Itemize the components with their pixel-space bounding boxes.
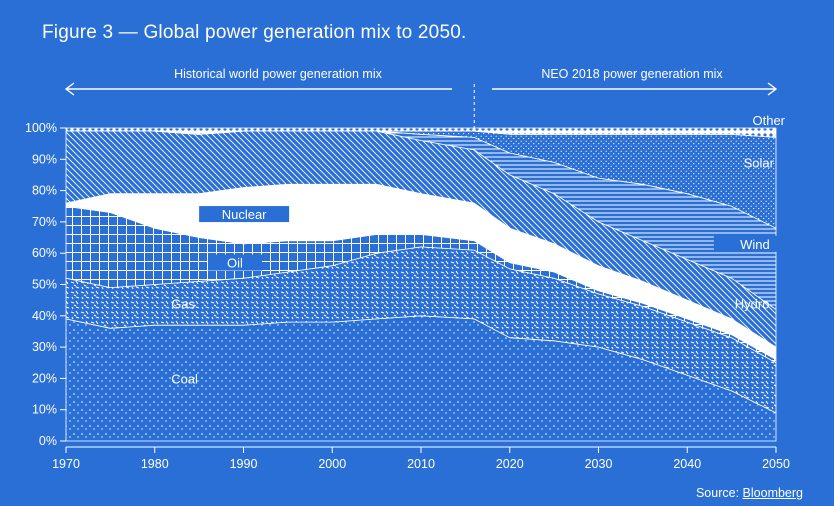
label-coal: Coal: [171, 371, 198, 386]
x-axis-ticks: 1970 1980 1990 2000 2010 2020 2030 2040 2050: [52, 446, 790, 471]
y-tick-label: 20%: [32, 371, 57, 385]
x-tick-label: 2010: [407, 457, 435, 471]
x-tick-label: 2050: [762, 457, 790, 471]
historical-arrow-head: [64, 82, 75, 96]
forecast-arrow-head: [767, 82, 778, 96]
series-labels: Coal Gas Oil Nuclear Hydro Wind Solar Other: [171, 113, 796, 386]
x-tick-label: 1990: [230, 457, 258, 471]
label-gas: Gas: [171, 296, 195, 311]
source-note: Source: Bloomberg: [696, 486, 803, 500]
x-tick-label: 2040: [673, 457, 701, 471]
y-tick-label: 90%: [32, 152, 57, 166]
label-other: Other: [753, 113, 786, 128]
y-tick-label: 30%: [32, 340, 57, 354]
x-tick-label: 1970: [52, 457, 80, 471]
y-tick-label: 60%: [32, 246, 57, 260]
source-link[interactable]: Bloomberg: [742, 486, 803, 500]
x-tick-label: 2030: [585, 457, 613, 471]
source-label: Source:: [695, 486, 740, 500]
label-oil: Oil: [227, 256, 243, 271]
label-box-oil: [208, 254, 262, 271]
stacked-areas: [65, 127, 777, 442]
x-tick-label: 2020: [496, 457, 524, 471]
x-tick-label: 2000: [318, 457, 346, 471]
historical-segment-label: Historical world power generation mix: [174, 67, 382, 81]
label-box-wind: [713, 235, 796, 252]
label-wind: Wind: [740, 237, 770, 252]
y-tick-label: 40%: [32, 309, 57, 323]
y-tick-label: 80%: [32, 184, 57, 198]
y-tick-label: 50%: [32, 278, 57, 292]
y-tick-label: 100%: [25, 121, 57, 135]
label-solar: Solar: [744, 155, 775, 170]
label-nuclear: Nuclear: [222, 207, 267, 222]
label-box-nuclear: [199, 206, 290, 223]
y-tick-label: 70%: [32, 215, 57, 229]
forecast-segment-label: NEO 2018 power generation mix: [541, 67, 723, 81]
y-axis-ticks: 0% 10% 20% 30% 40% 50% 60% 70% 80% 90% 100%: [25, 121, 66, 448]
y-tick-label: 10%: [32, 403, 57, 417]
y-tick-label: 0%: [39, 434, 57, 448]
figure-title: Figure 3 — Global power generation mix t…: [42, 22, 467, 43]
x-tick-label: 1980: [141, 457, 169, 471]
label-hydro: Hydro: [735, 296, 770, 311]
area-other: [65, 127, 777, 138]
